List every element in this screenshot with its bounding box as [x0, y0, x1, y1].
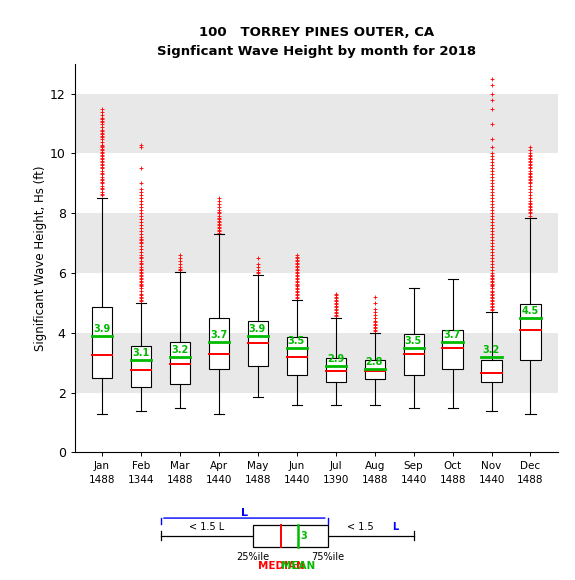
Bar: [75, 333, 558, 393]
Bar: [365, 360, 385, 379]
Bar: [75, 94, 558, 154]
Bar: [481, 360, 501, 382]
Text: 3.2: 3.2: [482, 345, 500, 355]
Bar: [170, 342, 190, 383]
Bar: [325, 358, 346, 382]
Title: 100   TORREY PINES OUTER, CA
Signficant Wave Height by month for 2018: 100 TORREY PINES OUTER, CA Signficant Wa…: [156, 27, 476, 59]
Text: 3.5: 3.5: [288, 336, 305, 346]
Text: 3.9: 3.9: [249, 324, 266, 334]
Text: 3: 3: [301, 531, 308, 541]
Text: 25%ile: 25%ile: [236, 552, 270, 562]
Text: 3.9: 3.9: [93, 324, 110, 334]
Text: < 1.5 L: < 1.5 L: [189, 522, 225, 532]
Y-axis label: Significant Wave Height, Hs (ft): Significant Wave Height, Hs (ft): [34, 165, 47, 351]
Bar: [253, 525, 328, 546]
Bar: [131, 346, 151, 387]
Text: MEAN: MEAN: [281, 560, 315, 571]
Bar: [209, 318, 229, 369]
Text: 3.1: 3.1: [132, 348, 150, 358]
Text: L: L: [392, 522, 398, 532]
Text: MEDIAN: MEDIAN: [258, 560, 305, 571]
Bar: [287, 338, 307, 375]
Text: 2.9: 2.9: [327, 354, 344, 364]
Text: 3.7: 3.7: [210, 330, 227, 340]
Bar: [75, 213, 558, 273]
Text: L: L: [241, 508, 248, 517]
Bar: [92, 307, 112, 378]
Bar: [75, 393, 558, 452]
Bar: [520, 304, 540, 360]
Text: 75%ile: 75%ile: [311, 552, 344, 562]
Bar: [75, 154, 558, 213]
Text: 4.5: 4.5: [522, 306, 539, 316]
Bar: [404, 334, 424, 375]
Text: 2.8: 2.8: [366, 357, 383, 367]
Text: 3.7: 3.7: [444, 330, 461, 340]
Bar: [75, 273, 558, 333]
Text: 3.2: 3.2: [171, 345, 188, 355]
Bar: [442, 330, 463, 369]
Bar: [248, 321, 268, 366]
Text: 3.5: 3.5: [405, 336, 422, 346]
Text: < 1.5: < 1.5: [347, 522, 377, 532]
